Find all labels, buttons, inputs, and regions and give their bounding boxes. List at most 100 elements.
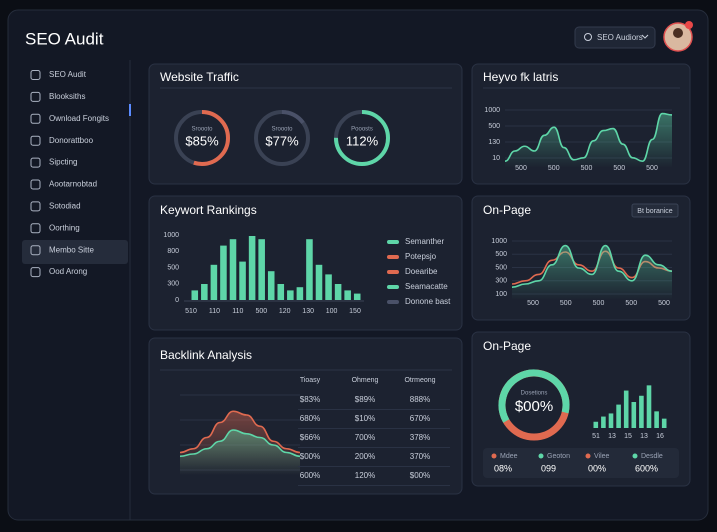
legend-label: Donone bast — [405, 297, 451, 306]
column-header: Ohmeng — [352, 377, 379, 384]
bar — [258, 239, 265, 300]
line — [511, 244, 673, 288]
badge[interactable] — [631, 203, 679, 218]
column-header: Otrmeong — [404, 377, 435, 384]
legend-swatch — [387, 255, 399, 259]
bar — [315, 264, 323, 300]
y-tick-label: 1000 — [484, 107, 500, 114]
nav-icon — [30, 267, 41, 278]
legend-label: Seamacatte — [405, 282, 448, 291]
table-cell: $00% — [300, 452, 320, 461]
x-tick-label: 500 — [548, 165, 560, 172]
nav-item[interactable]: Oorthing — [49, 223, 80, 232]
stat-value: 00% — [588, 463, 606, 473]
stat-value: 099 — [541, 463, 556, 473]
gauge-label: Pooosts — [351, 127, 373, 133]
nav-item[interactable]: SEO Audit — [49, 70, 87, 79]
search-text[interactable]: SEO Audiors — [597, 33, 643, 42]
dropdown-caret — [641, 34, 649, 39]
x-tick-label: 500 — [658, 300, 670, 307]
stats-box — [483, 448, 679, 478]
table-cell: 378% — [410, 433, 430, 442]
x-tick-label: 500 — [593, 300, 605, 307]
area-fill — [505, 113, 672, 168]
x-tick-label: 500 — [560, 300, 572, 307]
table-cell: 370% — [410, 452, 430, 461]
y-tick-label: 800 — [167, 248, 179, 255]
x-tick-label: 130 — [302, 308, 314, 315]
table-cell: 888% — [410, 395, 430, 404]
nav-item[interactable]: Blooksiths — [49, 92, 85, 101]
gauge-arc — [254, 110, 310, 166]
nav-item[interactable]: Sipcting — [49, 158, 77, 167]
y-tick-label: 500 — [495, 264, 507, 271]
panel-title: Website Traffic — [160, 70, 239, 84]
donut-value: $00% — [515, 398, 553, 415]
line — [504, 112, 673, 163]
y-tick-label: 300 — [495, 278, 507, 285]
bar — [210, 264, 218, 300]
x-tick-label: 510 — [185, 308, 197, 315]
x-tick-label: 500 — [581, 165, 593, 172]
table-cell: 600% — [300, 471, 320, 480]
y-tick-label: 1000 — [163, 232, 179, 239]
table-cell: $89% — [355, 395, 375, 404]
table-cell: 670% — [410, 414, 430, 423]
legend-swatch — [387, 300, 399, 304]
area-fill — [180, 430, 300, 475]
gauge-value: 112% — [346, 133, 379, 148]
bar — [344, 290, 351, 300]
badge-text[interactable]: Bt boranice — [637, 208, 673, 215]
bar — [239, 261, 246, 300]
nav-icon — [30, 157, 41, 168]
nav-item[interactable]: Ownload Fongits — [49, 114, 109, 123]
nav-item[interactable]: Aootarnobtad — [49, 180, 97, 189]
panel-title: Heyvo fk latris — [483, 70, 558, 84]
x-tick-label: 13 — [608, 433, 616, 440]
gauge-arc — [334, 110, 390, 166]
nav-item[interactable]: Donorattboo — [49, 136, 94, 145]
bar — [601, 416, 606, 428]
x-tick-label: 51 — [592, 433, 600, 440]
bar — [639, 395, 644, 428]
search-box[interactable] — [574, 26, 656, 49]
bar — [353, 293, 361, 300]
bar — [191, 290, 199, 300]
x-tick-label: 500 — [255, 308, 267, 315]
x-tick-label: 100 — [326, 308, 338, 315]
x-tick-label: 16 — [656, 433, 664, 440]
x-tick-label: 110 — [209, 308, 220, 315]
bar — [616, 404, 621, 428]
gauge-label: Sroooto — [271, 127, 293, 133]
nav-icon — [30, 135, 41, 146]
avatar-hair — [673, 28, 683, 38]
y-tick-label: 500 — [488, 123, 500, 130]
nav-item[interactable]: Sotodiad — [49, 202, 81, 211]
bar — [229, 239, 237, 300]
panel-title: Keywort Rankings — [160, 203, 257, 217]
gauge-arc — [174, 110, 230, 166]
area-fill — [512, 245, 672, 300]
table-cell: 680% — [300, 414, 320, 423]
nav-icon — [30, 201, 41, 212]
x-tick-label: 150 — [349, 308, 361, 315]
stat-value: 08% — [494, 463, 512, 473]
x-tick-label: 500 — [527, 300, 539, 307]
panel-title: On-Page — [483, 339, 531, 353]
bar — [277, 284, 285, 300]
stat-label: Desdle — [641, 453, 663, 460]
gauge-label: Sroooto — [191, 127, 213, 133]
table-cell: 700% — [355, 433, 375, 442]
nav-item[interactable]: Membo Sitte — [49, 245, 94, 254]
panel — [148, 195, 463, 331]
column-header: Tioasy — [300, 377, 321, 384]
legend-label: Doearibe — [405, 267, 438, 276]
nav-icon — [30, 223, 41, 234]
bar — [220, 245, 227, 300]
donut-label: Dosetions — [521, 391, 548, 397]
stat-label: Mdee — [500, 453, 518, 460]
y-tick-label: 500 — [167, 264, 179, 271]
nav-icon — [30, 91, 41, 102]
nav-item[interactable]: Ood Arong — [49, 267, 87, 276]
